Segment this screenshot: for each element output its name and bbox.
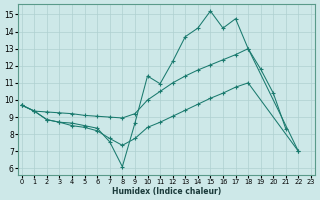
X-axis label: Humidex (Indice chaleur): Humidex (Indice chaleur) bbox=[112, 187, 221, 196]
